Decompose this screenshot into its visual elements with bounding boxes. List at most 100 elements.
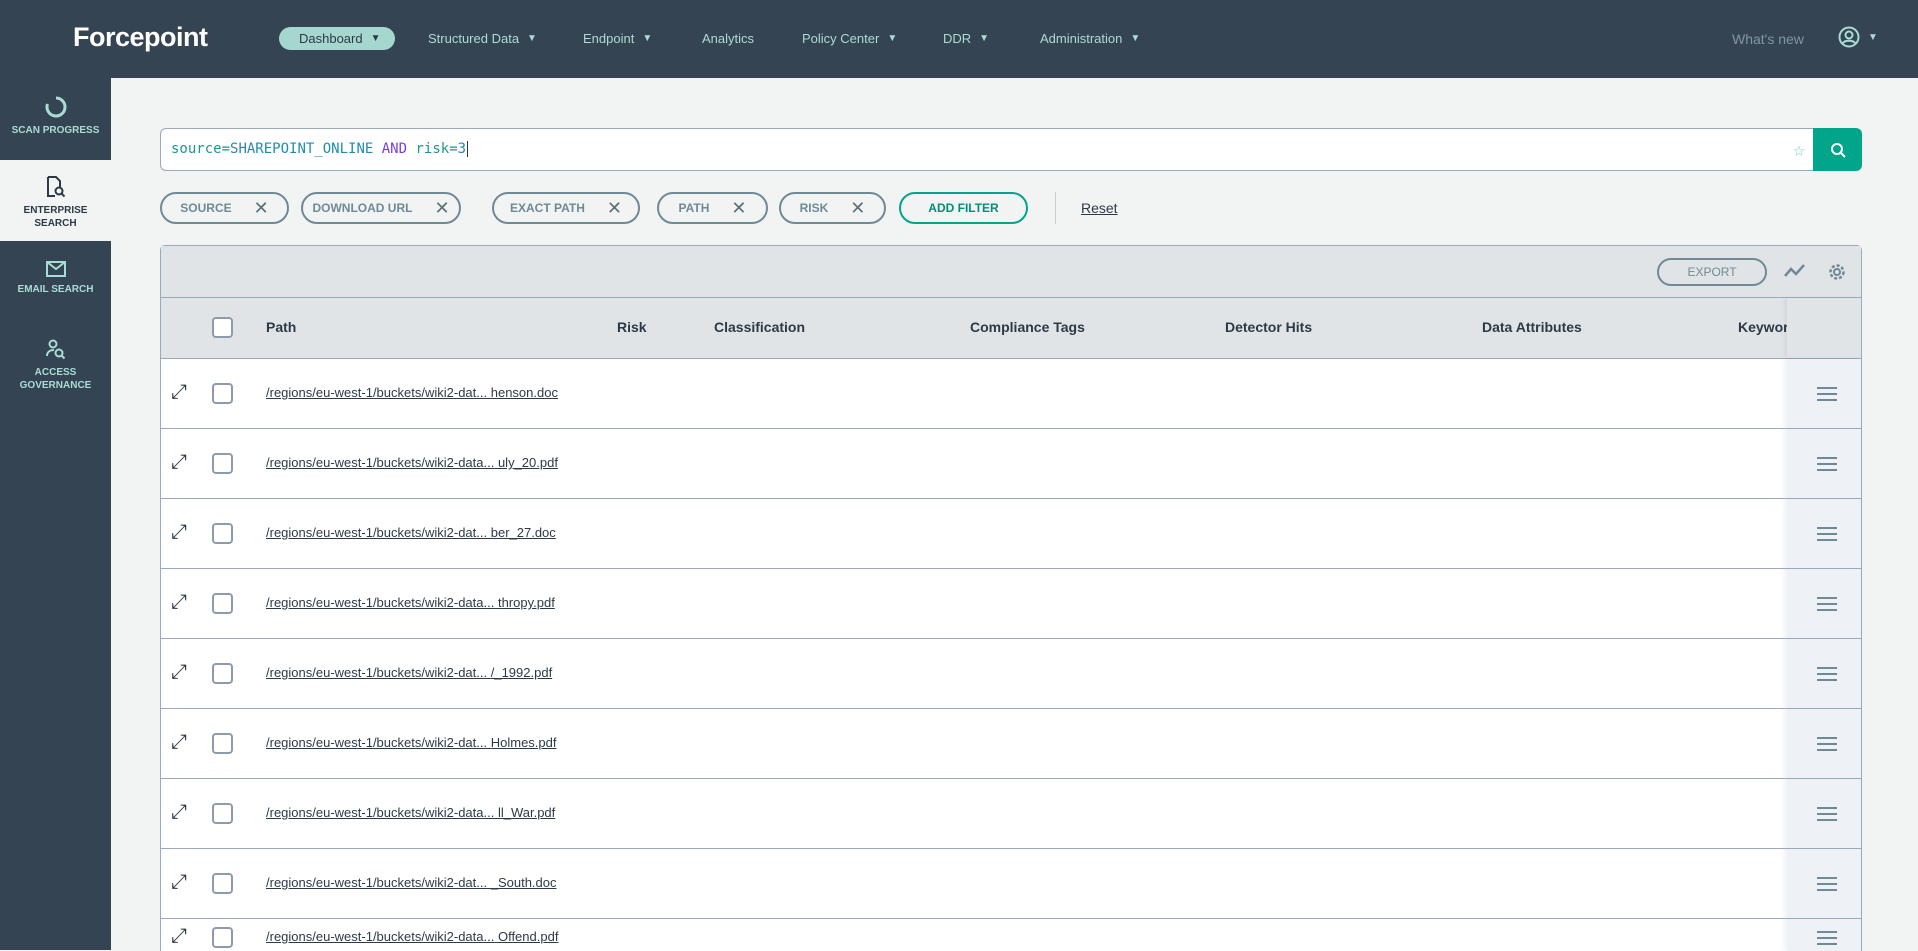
results-table: EXPORT Path Risk Classification Complian… — [160, 245, 1862, 951]
filter-chip-source[interactable]: SOURCE ✕ — [160, 192, 289, 224]
document-search-icon — [46, 176, 65, 198]
close-icon[interactable]: ✕ — [434, 197, 450, 218]
hamburger-menu-icon[interactable] — [1817, 453, 1837, 475]
column-header-detector-hits[interactable]: Detector Hits — [1225, 319, 1313, 335]
user-circle-icon — [1838, 26, 1860, 48]
row-checkbox[interactable] — [212, 663, 233, 684]
select-all-checkbox[interactable] — [212, 317, 233, 338]
actions-column-header — [1787, 298, 1861, 358]
hamburger-menu-icon[interactable] — [1817, 593, 1837, 615]
hamburger-menu-icon[interactable] — [1817, 383, 1837, 405]
close-icon[interactable]: ✕ — [253, 197, 269, 218]
expand-icon[interactable]: ⤢ — [171, 451, 187, 473]
expand-icon[interactable]: ⤢ — [171, 661, 187, 683]
row-checkbox[interactable] — [212, 733, 233, 754]
nav-administration[interactable]: Administration ▼ — [1040, 31, 1141, 46]
table-row: ⤢ /regions/eu-west-1/buckets/wiki2-dat..… — [161, 849, 1861, 919]
row-checkbox[interactable] — [212, 593, 233, 614]
path-link[interactable]: /regions/eu-west-1/buckets/wiki2-dat... … — [266, 385, 558, 400]
trend-chart-icon[interactable] — [1783, 262, 1807, 280]
nav-ddr[interactable]: DDR ▼ — [943, 31, 990, 46]
hamburger-menu-icon[interactable] — [1817, 663, 1837, 685]
export-button[interactable]: EXPORT — [1657, 258, 1767, 286]
column-header-compliance-tags[interactable]: Compliance Tags — [970, 319, 1085, 335]
forcepoint-logo[interactable]: Forcepoint — [73, 22, 208, 52]
path-link[interactable]: /regions/eu-west-1/buckets/wiki2-dat... … — [266, 525, 556, 540]
search-button[interactable] — [1813, 128, 1862, 171]
path-link[interactable]: /regions/eu-west-1/buckets/wiki2-dat... … — [266, 735, 557, 750]
filter-chip-download-url[interactable]: DOWNLOAD URL ✕ — [301, 192, 461, 224]
column-header-keyword[interactable]: Keyword — [1738, 319, 1798, 335]
row-checkbox[interactable] — [212, 523, 233, 544]
column-header-classification[interactable]: Classification — [714, 319, 806, 335]
row-checkbox[interactable] — [212, 803, 233, 824]
row-checkbox[interactable] — [212, 383, 233, 404]
caret-down-icon: ▼ — [887, 33, 898, 44]
expand-icon[interactable]: ⤢ — [171, 801, 187, 823]
path-link[interactable]: /regions/eu-west-1/buckets/wiki2-data...… — [266, 455, 558, 470]
hamburger-menu-icon[interactable] — [1817, 927, 1837, 949]
nav-endpoint[interactable]: Endpoint ▼ — [583, 31, 653, 46]
user-menu[interactable]: ▼ — [1838, 26, 1878, 48]
table-toolbar: EXPORT — [161, 246, 1861, 298]
query-input[interactable]: source=SHAREPOINT_ONLINE AND risk=3 ☆ — [160, 128, 1813, 171]
whats-new-link[interactable]: What's new — [1732, 31, 1804, 47]
nav-dashboard[interactable]: Dashboard ▼ — [279, 27, 395, 50]
filter-chip-exact-path[interactable]: EXACT PATH ✕ — [492, 192, 640, 224]
search-icon — [1830, 142, 1846, 158]
close-icon[interactable]: ✕ — [606, 197, 622, 218]
expand-icon[interactable]: ⤢ — [171, 925, 187, 947]
expand-icon[interactable]: ⤢ — [171, 731, 187, 753]
table-row: ⤢ /regions/eu-west-1/buckets/wiki2-data.… — [161, 429, 1861, 499]
reset-link[interactable]: Reset — [1081, 200, 1118, 216]
table-header: Path Risk Classification Compliance Tags… — [161, 298, 1861, 359]
path-link[interactable]: /regions/eu-west-1/buckets/wiki2-dat... … — [266, 875, 557, 890]
circle-progress-icon — [45, 96, 66, 118]
table-row: ⤢ /regions/eu-west-1/buckets/wiki2-dat..… — [161, 499, 1861, 569]
table-row: ⤢ /regions/eu-west-1/buckets/wiki2-dat..… — [161, 639, 1861, 709]
sidebar-item-email-search[interactable]: EMAIL SEARCH — [0, 261, 111, 296]
expand-icon[interactable]: ⤢ — [171, 521, 187, 543]
caret-down-icon: ▼ — [642, 33, 653, 44]
path-link[interactable]: /regions/eu-west-1/buckets/wiki2-dat... … — [266, 665, 553, 680]
sidebar-item-enterprise-search[interactable]: ENTERPRISE SEARCH — [0, 160, 111, 241]
top-header: Forcepoint Dashboard ▼ Structured Data ▼ E… — [0, 0, 1918, 78]
nav-analytics[interactable]: Analytics — [702, 31, 755, 46]
caret-down-icon: ▼ — [527, 33, 537, 44]
gear-icon[interactable] — [1826, 261, 1848, 283]
expand-icon[interactable]: ⤢ — [171, 591, 187, 613]
row-checkbox[interactable] — [212, 453, 233, 474]
close-icon[interactable]: ✕ — [850, 197, 866, 218]
filter-chip-risk[interactable]: RISK ✕ — [779, 192, 886, 224]
table-row: ⤢ /regions/eu-west-1/buckets/wiki2-data.… — [161, 779, 1861, 849]
column-header-path[interactable]: Path — [266, 319, 297, 335]
caret-down-icon: ▼ — [370, 33, 381, 44]
caret-down-icon: ▼ — [1130, 33, 1141, 44]
table-row: ⤢ /regions/eu-west-1/buckets/wiki2-dat..… — [161, 359, 1861, 429]
envelope-icon — [45, 261, 66, 277]
sidebar-item-access-governance[interactable]: ACCESS GOVERNANCE — [0, 338, 111, 392]
sidebar-item-scan-progress[interactable]: SCAN PROGRESS — [0, 78, 111, 160]
row-checkbox[interactable] — [212, 873, 233, 894]
caret-down-icon: ▼ — [1868, 31, 1878, 43]
column-header-risk[interactable]: Risk — [617, 319, 647, 335]
column-header-data-attributes[interactable]: Data Attributes — [1482, 319, 1582, 335]
favorite-star-icon[interactable]: ☆ — [1792, 137, 1805, 161]
hamburger-menu-icon[interactable] — [1817, 523, 1837, 545]
path-link[interactable]: /regions/eu-west-1/buckets/wiki2-data...… — [266, 929, 559, 944]
expand-icon[interactable]: ⤢ — [171, 871, 187, 893]
filter-chip-path[interactable]: PATH ✕ — [657, 192, 768, 224]
add-filter-button[interactable]: ADD FILTER — [899, 192, 1028, 224]
nav-structured-data[interactable]: Structured Data ▼ — [428, 31, 537, 46]
path-link[interactable]: /regions/eu-west-1/buckets/wiki2-data...… — [266, 595, 555, 610]
divider — [1055, 192, 1056, 224]
user-search-icon — [45, 339, 65, 360]
expand-icon[interactable]: ⤢ — [171, 381, 187, 403]
nav-policy-center[interactable]: Policy Center ▼ — [802, 31, 898, 46]
close-icon[interactable]: ✕ — [731, 197, 747, 218]
path-link[interactable]: /regions/eu-west-1/buckets/wiki2-data...… — [266, 805, 556, 820]
hamburger-menu-icon[interactable] — [1817, 733, 1837, 755]
row-checkbox[interactable] — [212, 927, 233, 948]
hamburger-menu-icon[interactable] — [1817, 873, 1837, 895]
hamburger-menu-icon[interactable] — [1817, 803, 1837, 825]
